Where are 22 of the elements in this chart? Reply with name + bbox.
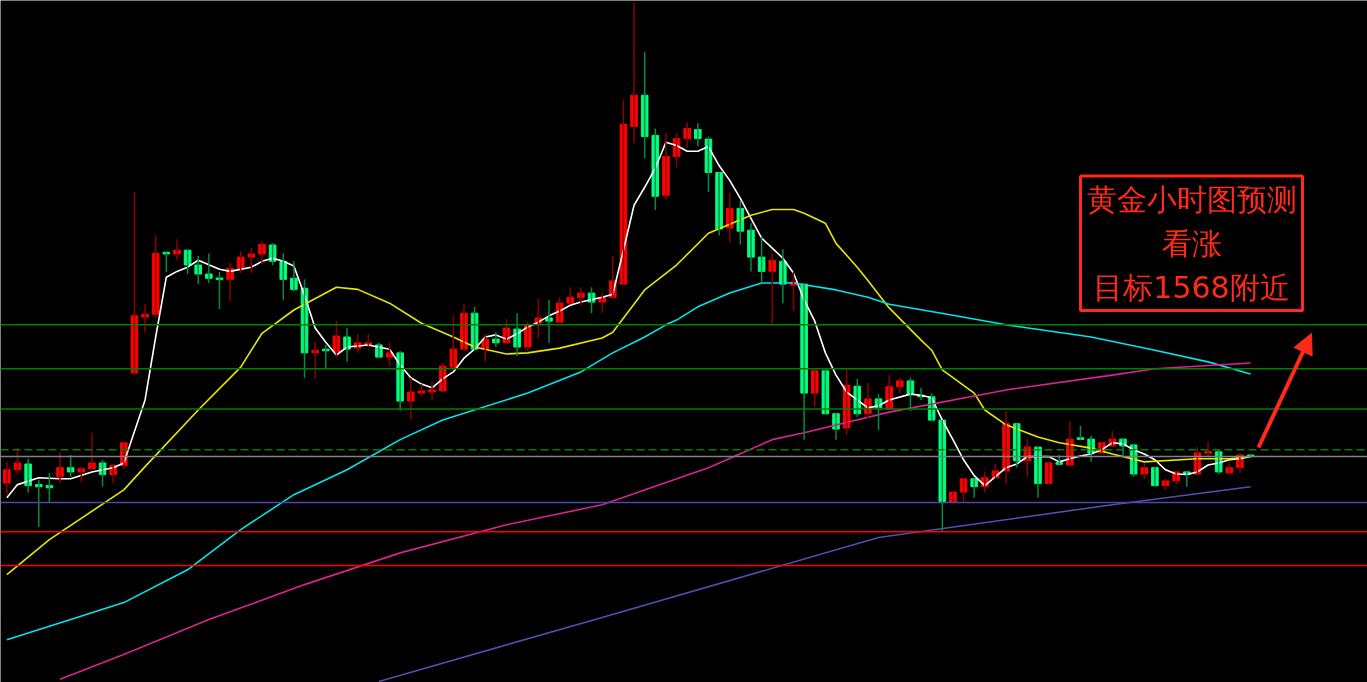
candlestick <box>428 380 436 401</box>
annotation: 目标1568附近 <box>1093 269 1290 305</box>
candlestick <box>205 252 213 284</box>
candlestick <box>162 250 171 273</box>
candlestick <box>640 51 649 159</box>
annotation: 黄金小时图预测 <box>1086 182 1297 217</box>
candlestick <box>1044 462 1053 485</box>
candlestick <box>151 234 160 319</box>
candlestick <box>66 454 75 478</box>
candlestick <box>959 476 968 504</box>
candlestick <box>906 376 915 412</box>
candlestick <box>1204 441 1212 458</box>
candlestick <box>247 247 256 274</box>
candlestick <box>215 271 224 310</box>
candlestick <box>949 491 957 504</box>
annotation: 看涨 <box>1161 225 1222 261</box>
candlestick <box>757 236 766 284</box>
candlestick <box>1055 454 1064 465</box>
candlestick <box>810 370 819 408</box>
candlestick <box>449 314 458 368</box>
candlestick <box>183 248 192 275</box>
candlestick <box>236 250 245 274</box>
